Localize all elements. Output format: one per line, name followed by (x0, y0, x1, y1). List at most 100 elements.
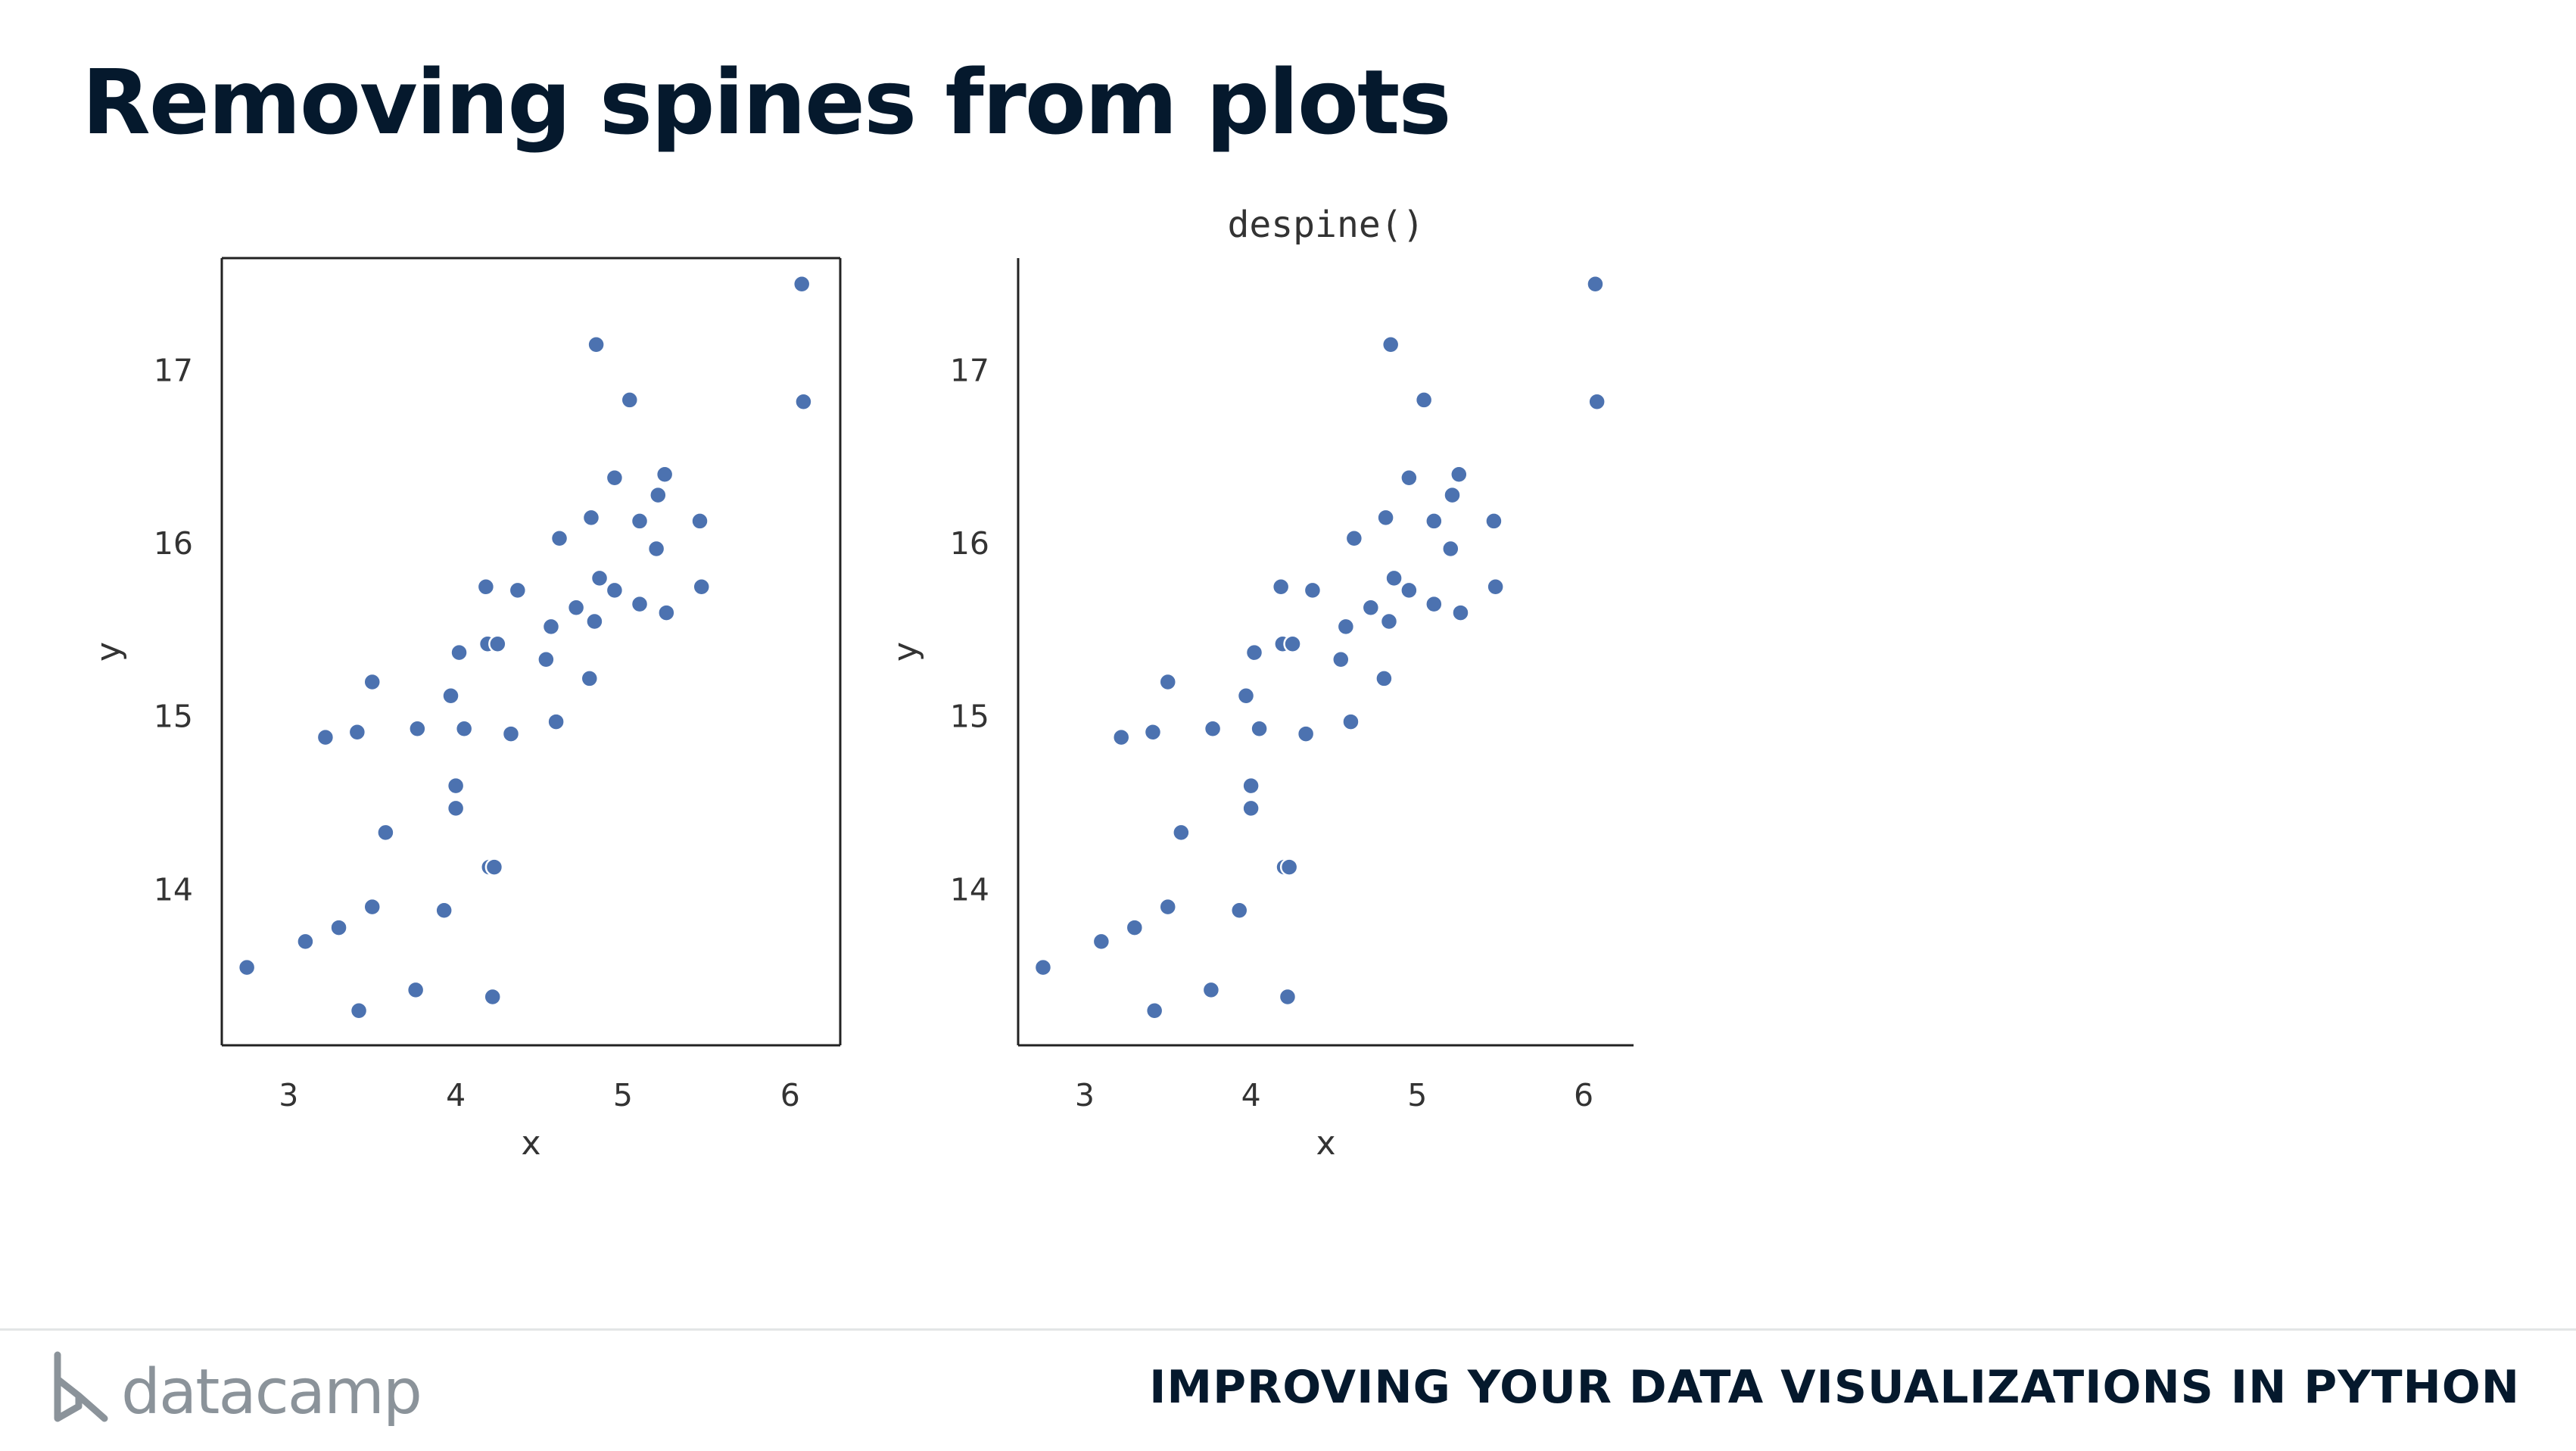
scatter-point (1336, 617, 1356, 637)
scatter-point (1586, 275, 1605, 294)
scatter-point (1361, 598, 1381, 617)
y-tick-label: 16 (950, 525, 989, 562)
scatter-point (441, 687, 460, 705)
scatter-point (630, 512, 649, 531)
scatter-point (1381, 335, 1400, 354)
scatter-point (1344, 529, 1364, 548)
course-title: IMPROVING YOUR DATA VISUALIZATIONS IN PY… (1149, 1361, 2520, 1414)
scatter-point (237, 957, 257, 977)
scatter-point (580, 669, 600, 688)
scatter-panel-2: 3 4 5 6 14 15 16 17 x y despine() (886, 204, 1634, 1163)
scatter-point (1375, 669, 1394, 688)
scatter-point (296, 932, 315, 951)
x-tick-label: 4 (446, 1077, 466, 1113)
scatter-point (450, 643, 469, 662)
scatter-point (406, 980, 425, 1000)
scatter-point (1278, 987, 1297, 1007)
scatter-point (1451, 603, 1470, 622)
scatter-point (1376, 508, 1395, 528)
scatter-point (1441, 539, 1460, 559)
scatter-point (541, 617, 561, 637)
y-tick-label: 14 (950, 871, 989, 908)
scatter-point (1400, 469, 1419, 487)
y-tick-label: 14 (154, 871, 193, 908)
scatter-point (605, 469, 625, 487)
scatter-point (1450, 465, 1469, 484)
scatter-point (446, 776, 466, 796)
scatter-point (1587, 392, 1606, 411)
scatter-point (1279, 858, 1299, 877)
scatter-point (1425, 594, 1444, 614)
y-tick-label: 16 (154, 525, 193, 562)
scatter-point (1385, 568, 1403, 588)
scatter-point (484, 858, 504, 877)
scatter-point (587, 335, 606, 354)
scatter-point (1332, 650, 1350, 669)
scatter-point (1241, 799, 1260, 818)
x-tick-label: 6 (1574, 1077, 1593, 1113)
scatter-point (1033, 957, 1053, 977)
scatter-point (1379, 612, 1399, 631)
panel-title: despine() (1227, 204, 1424, 246)
scatter-point (649, 485, 668, 505)
scatter-point (620, 391, 640, 409)
x-tick-label: 3 (1075, 1077, 1095, 1113)
x-tick-label: 3 (279, 1077, 298, 1113)
scatter-panel-1: 3 4 5 6 14 15 16 17 x y (89, 257, 842, 1163)
scatter-point (1341, 712, 1360, 731)
charts-area: 3 4 5 6 14 15 16 17 x y 3 4 5 6 14 15 16 17 x y despine() (89, 204, 1634, 1163)
scatter-point (1203, 719, 1223, 738)
slide-title: Removing spines from plots (82, 50, 1452, 154)
scatter-point (435, 901, 453, 920)
scatter-point (488, 634, 507, 653)
scatter-point (605, 581, 625, 600)
scatter-point (794, 392, 813, 411)
scatter-point (316, 727, 335, 747)
x-tick-label: 5 (613, 1077, 633, 1113)
scatter-point (349, 1001, 369, 1020)
scatter-point (566, 598, 586, 617)
scatter-point (1201, 980, 1221, 1000)
scatter-point (1271, 578, 1291, 596)
brand-name: datacamp (121, 1356, 422, 1428)
scatter-point (657, 603, 676, 622)
scatter-point (1303, 581, 1322, 600)
scatter-point (792, 275, 811, 294)
scatter-point (501, 724, 521, 743)
x-axis-label: x (521, 1124, 540, 1163)
scatter-point (537, 650, 556, 669)
scatter-point (690, 512, 709, 531)
scatter-point (329, 918, 348, 937)
scatter-point (646, 539, 666, 559)
scatter-point (1425, 512, 1444, 531)
scatter-point (363, 672, 382, 692)
scatter-point (1244, 643, 1264, 662)
scatter-point (476, 578, 496, 596)
datacamp-logo-icon (54, 1351, 108, 1422)
scatter-point (1236, 687, 1256, 705)
scatter-point (1283, 634, 1302, 653)
scatter-point (347, 723, 367, 742)
scatter-point (1414, 391, 1434, 409)
y-tick-label: 15 (950, 699, 989, 735)
scatter-point (1241, 776, 1260, 796)
scatter-point (454, 719, 474, 738)
x-tick-label: 5 (1407, 1077, 1427, 1113)
scatter-point (590, 568, 609, 588)
x-tick-label: 6 (780, 1077, 800, 1113)
scatter-point (408, 719, 427, 738)
y-axis-label: y (886, 642, 925, 662)
y-tick-label: 17 (950, 353, 989, 389)
scatter-point (692, 578, 711, 596)
scatter-point (1125, 918, 1145, 937)
scatter-point (1111, 727, 1131, 747)
scatter-point (585, 612, 604, 631)
scatter-point (1172, 823, 1191, 842)
scatter-point (1145, 1001, 1164, 1020)
y-axis-label: y (89, 642, 128, 662)
scatter-point (1400, 581, 1419, 600)
scatter-point (547, 712, 565, 731)
scatter-point (581, 508, 601, 528)
y-tick-label: 17 (154, 353, 193, 389)
x-tick-label: 4 (1241, 1077, 1261, 1113)
